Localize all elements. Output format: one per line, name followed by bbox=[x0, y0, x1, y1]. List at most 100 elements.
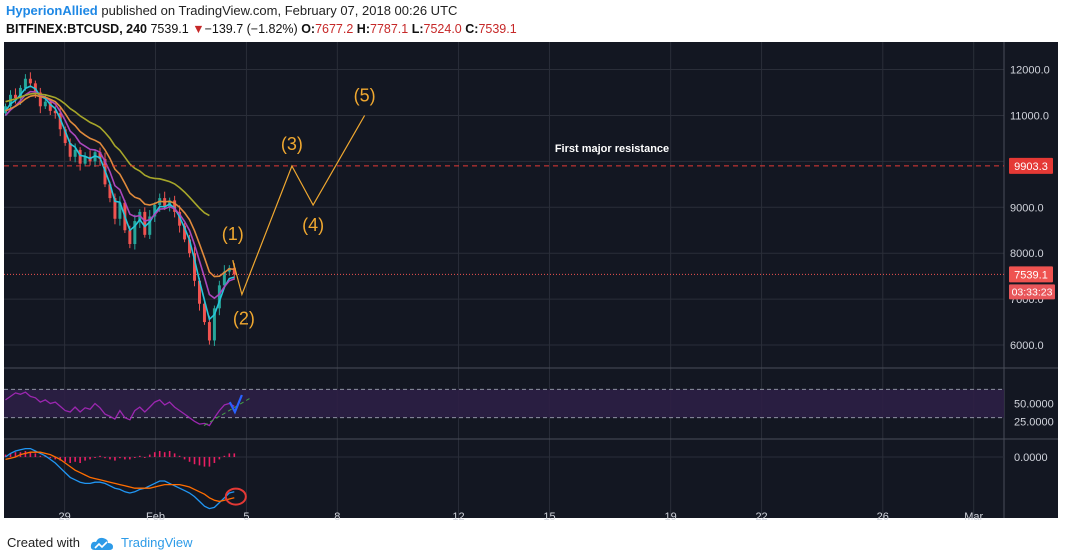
rsi-tick-label: 50.0000 bbox=[1014, 399, 1054, 411]
macd-histogram-bar bbox=[49, 457, 52, 459]
countdown-tag bbox=[1009, 284, 1055, 300]
candle-body bbox=[148, 216, 152, 235]
publish-info: published on TradingView.com, February 0… bbox=[101, 3, 458, 18]
macd-histogram-bar bbox=[188, 457, 191, 462]
resistance-annotation: First major resistance bbox=[555, 143, 669, 155]
price-tick-label: 11000.0 bbox=[1010, 110, 1049, 122]
elliott-wave-label: (1) bbox=[222, 224, 244, 244]
x-tick-label: 8 bbox=[334, 511, 340, 523]
x-tick-label: Mar bbox=[964, 511, 983, 523]
low-label: L: bbox=[411, 22, 424, 36]
tradingview-chart[interactable]: 29 Feb 5 8 12 15 19 22 26 Mar6000.07000.08000.090… bbox=[0, 42, 1067, 526]
macd-histogram-bar bbox=[94, 457, 96, 458]
symbol-line: BITFINEX:BTCUSD, 240 7539.1 ▼−139.7 (−1.… bbox=[6, 22, 517, 36]
candle-body bbox=[28, 78, 32, 84]
macd-histogram-bar bbox=[218, 457, 221, 460]
macd-histogram-bar bbox=[109, 457, 111, 460]
low-value: 7524.0 bbox=[423, 22, 462, 36]
resistance-price-label: 9903.3 bbox=[1014, 161, 1048, 173]
macd-histogram-bar bbox=[193, 457, 196, 465]
candle-body bbox=[38, 92, 42, 107]
elliott-wave-label: (4) bbox=[302, 215, 324, 235]
macd-zero-label: 0.0000 bbox=[1014, 452, 1048, 464]
macd-histogram-bar bbox=[153, 452, 156, 457]
x-tick-label: 15 bbox=[543, 511, 555, 523]
created-with-text: Created with bbox=[7, 535, 80, 550]
macd-histogram-bar bbox=[129, 457, 131, 460]
author-name[interactable]: HyperionAllied bbox=[6, 3, 98, 18]
candle-body bbox=[63, 129, 67, 144]
candle-body bbox=[207, 322, 211, 341]
x-tick-label: 5 bbox=[243, 511, 249, 523]
candle-body bbox=[58, 113, 62, 130]
candle-body bbox=[43, 101, 47, 107]
macd-histogram-bar bbox=[124, 457, 126, 460]
high-label: H: bbox=[356, 22, 370, 36]
candle-body bbox=[83, 156, 87, 164]
macd-histogram-bar bbox=[99, 455, 101, 457]
macd-histogram-bar bbox=[233, 453, 236, 457]
tradingview-brand-link[interactable]: TradingView bbox=[121, 535, 193, 550]
macd-histogram-bar bbox=[9, 453, 12, 457]
price-change: −139.7 (−1.82%) bbox=[204, 22, 298, 36]
macd-histogram-bar bbox=[183, 457, 186, 460]
rsi-line bbox=[5, 391, 235, 427]
last-price-tag bbox=[1009, 266, 1053, 283]
x-tick-label: 22 bbox=[755, 511, 767, 523]
price-tick-label: 12000.0 bbox=[1010, 65, 1050, 77]
candle-body bbox=[128, 230, 132, 245]
macd-histogram-bar bbox=[139, 455, 141, 457]
macd-histogram-bar bbox=[69, 457, 71, 463]
rsi-tick-label: 25.0000 bbox=[1014, 416, 1054, 428]
candle-body bbox=[153, 205, 157, 217]
candle-body bbox=[113, 198, 117, 219]
open-label: O: bbox=[301, 22, 316, 36]
rsi-checkmark bbox=[228, 394, 243, 415]
symbol-label: BITFINEX:BTCUSD, 240 bbox=[6, 22, 147, 36]
macd-histogram-bar bbox=[29, 452, 32, 457]
macd-histogram-bar bbox=[74, 457, 76, 462]
macd-histogram-bar bbox=[54, 457, 57, 460]
macd-histogram-bar bbox=[208, 457, 211, 467]
candle-body bbox=[193, 253, 197, 281]
macd-histogram-bar bbox=[4, 454, 7, 457]
candle-body bbox=[163, 198, 167, 208]
x-tick-label: 26 bbox=[877, 511, 889, 523]
countdown-label: 03:33:23 bbox=[1012, 286, 1053, 298]
macd-histogram-bar bbox=[213, 457, 216, 463]
macd-histogram-bar bbox=[119, 457, 121, 459]
macd-line bbox=[5, 447, 235, 510]
candle-body bbox=[78, 149, 82, 164]
candle-body bbox=[108, 184, 112, 199]
candle-body bbox=[98, 152, 102, 160]
x-tick-label: 29 bbox=[58, 511, 70, 523]
rsi-trendline bbox=[203, 398, 250, 426]
macd-histogram-bar bbox=[104, 457, 106, 459]
macd-histogram-bar bbox=[148, 454, 151, 457]
open-value: 7677.2 bbox=[315, 22, 354, 36]
resistance-price-tag bbox=[1009, 157, 1053, 174]
close-value: 7539.1 bbox=[478, 22, 517, 36]
last-price-label: 7539.1 bbox=[1014, 269, 1048, 281]
macd-histogram-bar bbox=[158, 451, 161, 457]
candle-body bbox=[173, 200, 177, 212]
down-arrow-icon: ▼ bbox=[192, 22, 205, 36]
x-tick-label: 19 bbox=[665, 511, 677, 523]
last-price: 7539.1 bbox=[150, 22, 189, 36]
price-tick-label: 6000.0 bbox=[1010, 340, 1044, 352]
macd-histogram-bar bbox=[134, 457, 136, 458]
candle-body bbox=[118, 202, 122, 219]
ema-line bbox=[5, 92, 210, 217]
publish-line: HyperionAllied published on TradingView.… bbox=[6, 3, 457, 18]
macd-histogram-bar bbox=[203, 457, 206, 467]
elliott-wave-label: (3) bbox=[281, 134, 303, 154]
macd-histogram-bar bbox=[223, 455, 226, 457]
macd-histogram-bar bbox=[34, 453, 37, 457]
candle-body bbox=[18, 87, 22, 99]
candle-body bbox=[13, 94, 17, 99]
macd-histogram-bar bbox=[163, 452, 166, 457]
elliott-wave-path bbox=[232, 115, 366, 297]
macd-histogram-bar bbox=[168, 451, 171, 457]
candle-body bbox=[73, 149, 77, 157]
macd-histogram-bar bbox=[143, 457, 146, 458]
